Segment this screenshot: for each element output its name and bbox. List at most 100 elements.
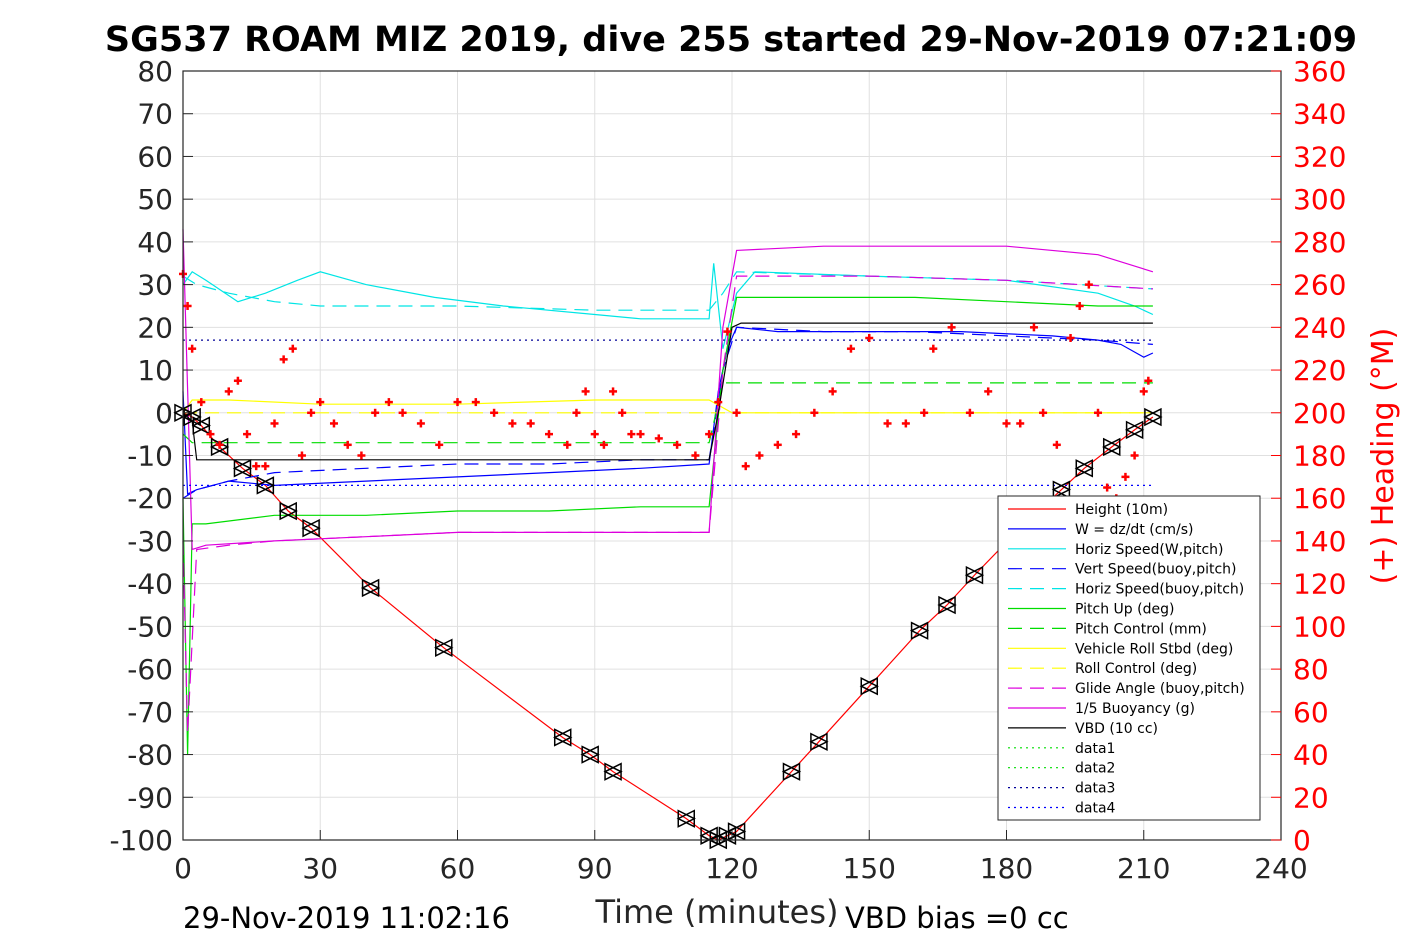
height-marker-left xyxy=(859,676,878,696)
footer-vbd-bias: VBD bias =0 cc xyxy=(845,901,1069,935)
heading-point xyxy=(1139,387,1148,396)
legend-label: Horiz Speed(buoy,pitch) xyxy=(1075,582,1244,598)
x-tick-label: 90 xyxy=(577,852,613,885)
height-marker-left xyxy=(553,728,572,747)
heading-point xyxy=(1052,440,1061,449)
y-tick-label: -50 xyxy=(127,610,173,643)
height-marker-left xyxy=(434,638,453,657)
height-marker-left xyxy=(232,459,252,478)
y-right-tick-label: 80 xyxy=(1293,653,1329,686)
y-tick-label: -90 xyxy=(127,781,173,814)
heading-point xyxy=(581,387,590,396)
x-tick-label: 150 xyxy=(843,852,896,885)
series-line-5 xyxy=(182,296,1153,755)
y-right-tick-label: 60 xyxy=(1293,696,1329,729)
chart-title: SG537 ROAM MIZ 2019, dive 255 started 29… xyxy=(105,20,1357,60)
markers-layer xyxy=(173,269,1163,850)
y-tick-label: -60 xyxy=(127,653,173,686)
heading-point xyxy=(563,440,572,449)
height-marker-left xyxy=(781,762,801,781)
y-tick-label: -70 xyxy=(127,696,173,729)
axis-ticks: 0 30 60 90 120 150 180 210 24080706050403020100-… xyxy=(109,55,1346,885)
heading-point xyxy=(384,398,393,407)
x-tick-label: 240 xyxy=(1254,852,1307,885)
heading-point xyxy=(188,344,197,353)
heading-point xyxy=(636,430,645,439)
height-marker-left xyxy=(909,621,929,640)
legend-label: Vert Speed(buoy,pitch) xyxy=(1075,562,1237,578)
heading-point xyxy=(984,387,993,396)
heading-point xyxy=(316,398,325,407)
heading-point xyxy=(599,440,608,449)
heading-point xyxy=(471,398,480,407)
height-marker-left xyxy=(255,476,275,495)
x-tick-label: 0 xyxy=(174,852,192,885)
heading-point xyxy=(691,451,700,460)
height-marker-left xyxy=(1102,437,1121,457)
heading-point xyxy=(618,408,627,417)
heading-point xyxy=(357,451,366,460)
heading-point xyxy=(545,430,553,439)
heading-point xyxy=(1130,451,1139,460)
legend-label: data2 xyxy=(1075,761,1115,777)
height-marker-left xyxy=(937,595,956,615)
y-right-tick-label: 340 xyxy=(1293,98,1346,131)
height-marker-left xyxy=(191,416,211,435)
heading-point xyxy=(1094,408,1102,417)
x-axis-label: Time (minutes) xyxy=(595,893,839,931)
heading-point xyxy=(920,408,929,417)
heading-point xyxy=(1029,323,1038,332)
heading-point xyxy=(526,419,535,428)
heading-point xyxy=(490,408,499,417)
heading-point xyxy=(261,462,270,471)
height-marker-left xyxy=(603,762,622,781)
heading-point xyxy=(288,344,297,353)
heading-point xyxy=(810,408,819,417)
y-tick-label: 40 xyxy=(137,226,173,259)
heading-point xyxy=(416,419,425,428)
heading-point xyxy=(329,419,338,428)
height-marker-left xyxy=(278,501,297,521)
y-tick-label: -30 xyxy=(127,525,173,558)
height-marker-left xyxy=(1074,459,1094,478)
heading-point xyxy=(1103,483,1112,492)
x-tick-label: 210 xyxy=(1117,852,1170,885)
height-marker-left xyxy=(1143,407,1162,427)
heading-point xyxy=(590,430,599,439)
footer-timestamp: 29-Nov-2019 11:02:16 xyxy=(183,901,510,935)
y-right-tick-label: 20 xyxy=(1293,781,1329,814)
y-tick-label: -20 xyxy=(127,482,173,515)
heading-point xyxy=(965,408,974,417)
legend-label: VBD (10 cc) xyxy=(1075,721,1158,737)
heading-point xyxy=(883,419,892,428)
legend: Height (10m) W = dz/dt (cm/s) Horiz Speed(… xyxy=(997,495,1261,821)
heading-point xyxy=(572,408,581,417)
heading-point xyxy=(1121,472,1130,481)
y-tick-label: 70 xyxy=(137,98,173,131)
heading-point xyxy=(609,387,618,396)
heading-point xyxy=(398,408,407,417)
series-layer xyxy=(182,229,1154,841)
y-right-tick-label: 40 xyxy=(1293,739,1329,772)
legend-label: data1 xyxy=(1075,741,1115,757)
y-tick-label: 80 xyxy=(137,55,173,88)
heading-point xyxy=(723,327,732,336)
heading-point xyxy=(233,376,242,385)
heading-point xyxy=(508,419,517,428)
heading-point xyxy=(929,344,938,353)
height-marker-left xyxy=(360,578,380,598)
height-marker-left xyxy=(301,518,320,538)
y-right-tick-label: 200 xyxy=(1293,397,1346,430)
y-right-tick-label: 160 xyxy=(1293,482,1346,515)
height-marker-left xyxy=(676,809,695,828)
legend-label: Height (10m) xyxy=(1075,502,1168,518)
y-right-tick-label: 0 xyxy=(1293,824,1311,857)
heading-point xyxy=(755,451,764,460)
heading-point xyxy=(714,398,723,407)
heading-point xyxy=(901,419,910,428)
heading-point xyxy=(1016,419,1025,428)
heading-point xyxy=(1002,419,1011,428)
heading-point xyxy=(197,398,206,407)
heading-point xyxy=(307,408,316,417)
